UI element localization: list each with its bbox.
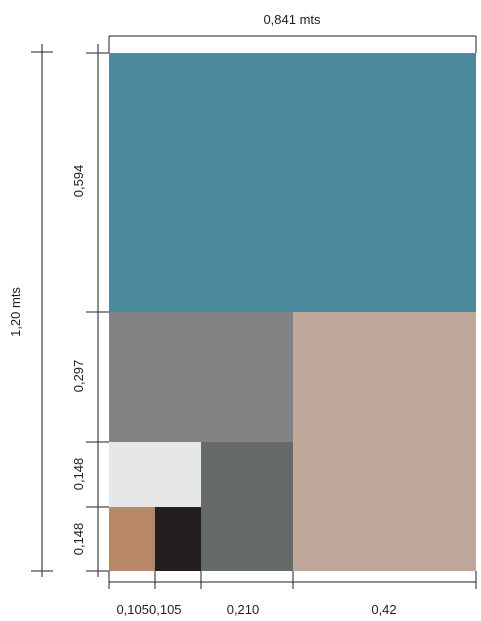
panel-a5-light xyxy=(109,442,201,507)
width-segment-2-label: 0,105 xyxy=(149,602,182,617)
total-height-label: 1,20 mts xyxy=(8,287,23,337)
height-segment-a5-label: 0,148 xyxy=(71,458,86,491)
panel-a1-teal xyxy=(109,53,476,312)
total-width-label: 0,841 mts xyxy=(263,12,321,27)
height-segment-a6-label: 0,148 xyxy=(71,523,86,556)
panel-a4-dark-gray xyxy=(201,442,293,571)
height-segment-a3-label: 0,297 xyxy=(71,360,86,393)
width-segment-1-label: 0,105 xyxy=(116,602,149,617)
bottom-dimension xyxy=(108,571,477,589)
total-height-dimension xyxy=(31,44,53,577)
panel-a6-black xyxy=(155,507,201,571)
panel-a3-gray xyxy=(109,312,293,442)
width-segment-4-label: 0,42 xyxy=(371,602,396,617)
height-segment-a1-label: 0,594 xyxy=(71,165,86,198)
width-segment-3-label: 0,210 xyxy=(227,602,260,617)
segment-height-dimension xyxy=(86,44,109,577)
top-dimension xyxy=(108,35,477,53)
panel-a6-brown xyxy=(109,507,155,571)
panel-a2-rose xyxy=(293,312,476,571)
